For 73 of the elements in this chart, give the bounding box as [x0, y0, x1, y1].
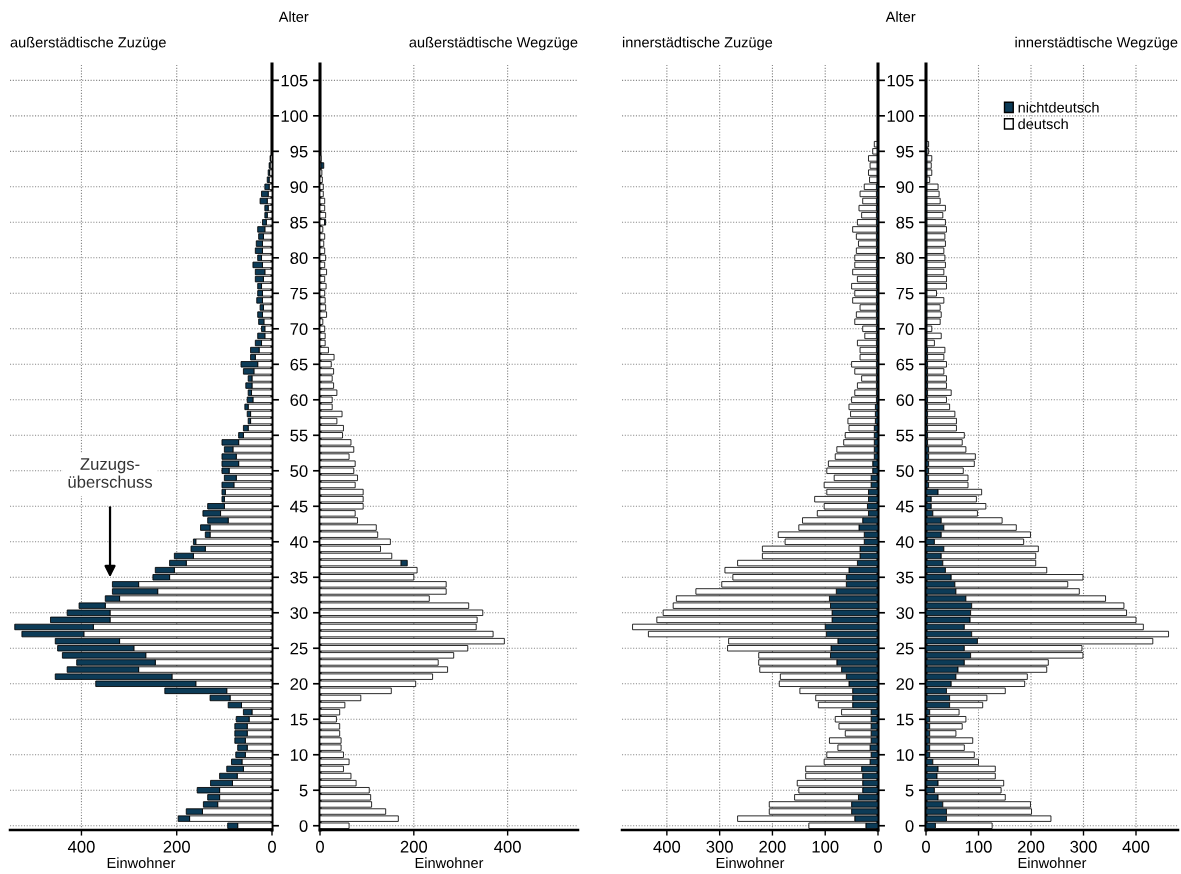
y-tick-label: 30 — [290, 607, 308, 619]
y-tick-label: 45 — [290, 500, 308, 513]
y-tick-label: 65 — [896, 358, 914, 371]
y-tick-label: 0 — [905, 820, 914, 832]
chart-title: innerstädtische Zuzüge — [622, 36, 773, 51]
legend-label: nichtdeutsch — [1018, 101, 1099, 113]
y-tick-label: 70 — [290, 323, 308, 335]
y-tick-label: 100 — [281, 110, 308, 123]
x-tick-label: 0 — [874, 840, 882, 853]
y-tick-label: 10 — [290, 749, 308, 761]
y-tick-label: 85 — [896, 216, 914, 229]
x-tick-label: 300 — [706, 840, 733, 853]
y-tick-label: 85 — [290, 216, 308, 229]
x-axis-title: Einwohner — [1018, 857, 1087, 869]
y-tick-label: 95 — [896, 145, 914, 158]
y-tick-label: 65 — [290, 358, 308, 371]
y-tick-label: 100 — [887, 110, 914, 123]
y-tick-label: 105 — [887, 74, 914, 87]
y-tick-label: 90 — [896, 181, 914, 194]
y-tick-label: 0 — [299, 820, 308, 832]
y-tick-label: 20 — [896, 678, 914, 690]
y-tick-label: 5 — [299, 784, 308, 797]
x-tick-label: 400 — [653, 840, 681, 853]
y-tick-label: 20 — [290, 678, 308, 690]
y-axis-title: Alter — [885, 11, 916, 22]
y-tick-label: 80 — [896, 252, 914, 265]
chart-title: außerstädtische Zuzüge — [10, 36, 166, 51]
x-tick-label: 200 — [163, 840, 190, 853]
legend-label: deutsch — [1018, 118, 1068, 130]
y-tick-label: 40 — [290, 536, 308, 548]
chart-title: außerstädtische Wegzüge — [409, 36, 578, 51]
y-tick-label: 30 — [896, 607, 914, 619]
chart-title: innerstädtische Wegzüge — [1015, 36, 1178, 51]
y-tick-label: 15 — [896, 713, 914, 726]
y-tick-label: 55 — [896, 429, 914, 442]
y-tick-label: 55 — [290, 429, 308, 442]
x-axis-title: Einwohner — [107, 857, 176, 869]
x-tick-label: 400 — [494, 840, 521, 853]
y-tick-label: 10 — [896, 749, 914, 761]
y-tick-label: 75 — [896, 287, 914, 300]
x-tick-label: 0 — [268, 840, 276, 853]
y-tick-label: 105 — [281, 74, 308, 87]
y-tick-label: 40 — [896, 536, 914, 548]
y-tick-label: 70 — [896, 323, 914, 335]
annotation: Zuzugs- überschuss — [68, 458, 153, 488]
x-tick-label: 200 — [759, 840, 786, 853]
x-axis-title: Einwohner — [415, 857, 484, 869]
y-axis-title: Alter — [278, 11, 309, 22]
y-tick-label: 50 — [896, 465, 914, 477]
y-tick-label: 45 — [896, 500, 914, 513]
x-tick-label: 0 — [922, 840, 930, 853]
y-tick-label: 95 — [290, 145, 308, 158]
y-tick-label: 80 — [290, 252, 308, 265]
y-tick-label: 25 — [290, 642, 308, 655]
x-tick-label: 400 — [67, 840, 95, 853]
y-tick-label: 60 — [290, 394, 308, 406]
x-tick-label: 200 — [1017, 840, 1045, 853]
y-tick-label: 35 — [896, 571, 914, 584]
y-tick-label: 35 — [290, 571, 308, 584]
x-tick-label: 200 — [400, 840, 428, 853]
y-tick-label: 75 — [290, 287, 308, 300]
x-tick-label: 100 — [812, 840, 839, 853]
x-tick-label: 0 — [316, 840, 324, 853]
y-tick-label: 60 — [896, 394, 914, 406]
x-tick-label: 400 — [1122, 840, 1150, 853]
y-tick-label: 15 — [290, 713, 308, 726]
y-tick-label: 50 — [290, 465, 308, 477]
y-tick-label: 90 — [290, 181, 308, 194]
x-tick-label: 100 — [965, 840, 992, 853]
y-tick-label: 25 — [896, 642, 914, 655]
x-tick-label: 300 — [1070, 840, 1097, 853]
x-axis-title: Einwohner — [716, 857, 785, 869]
y-tick-label: 5 — [905, 784, 914, 797]
